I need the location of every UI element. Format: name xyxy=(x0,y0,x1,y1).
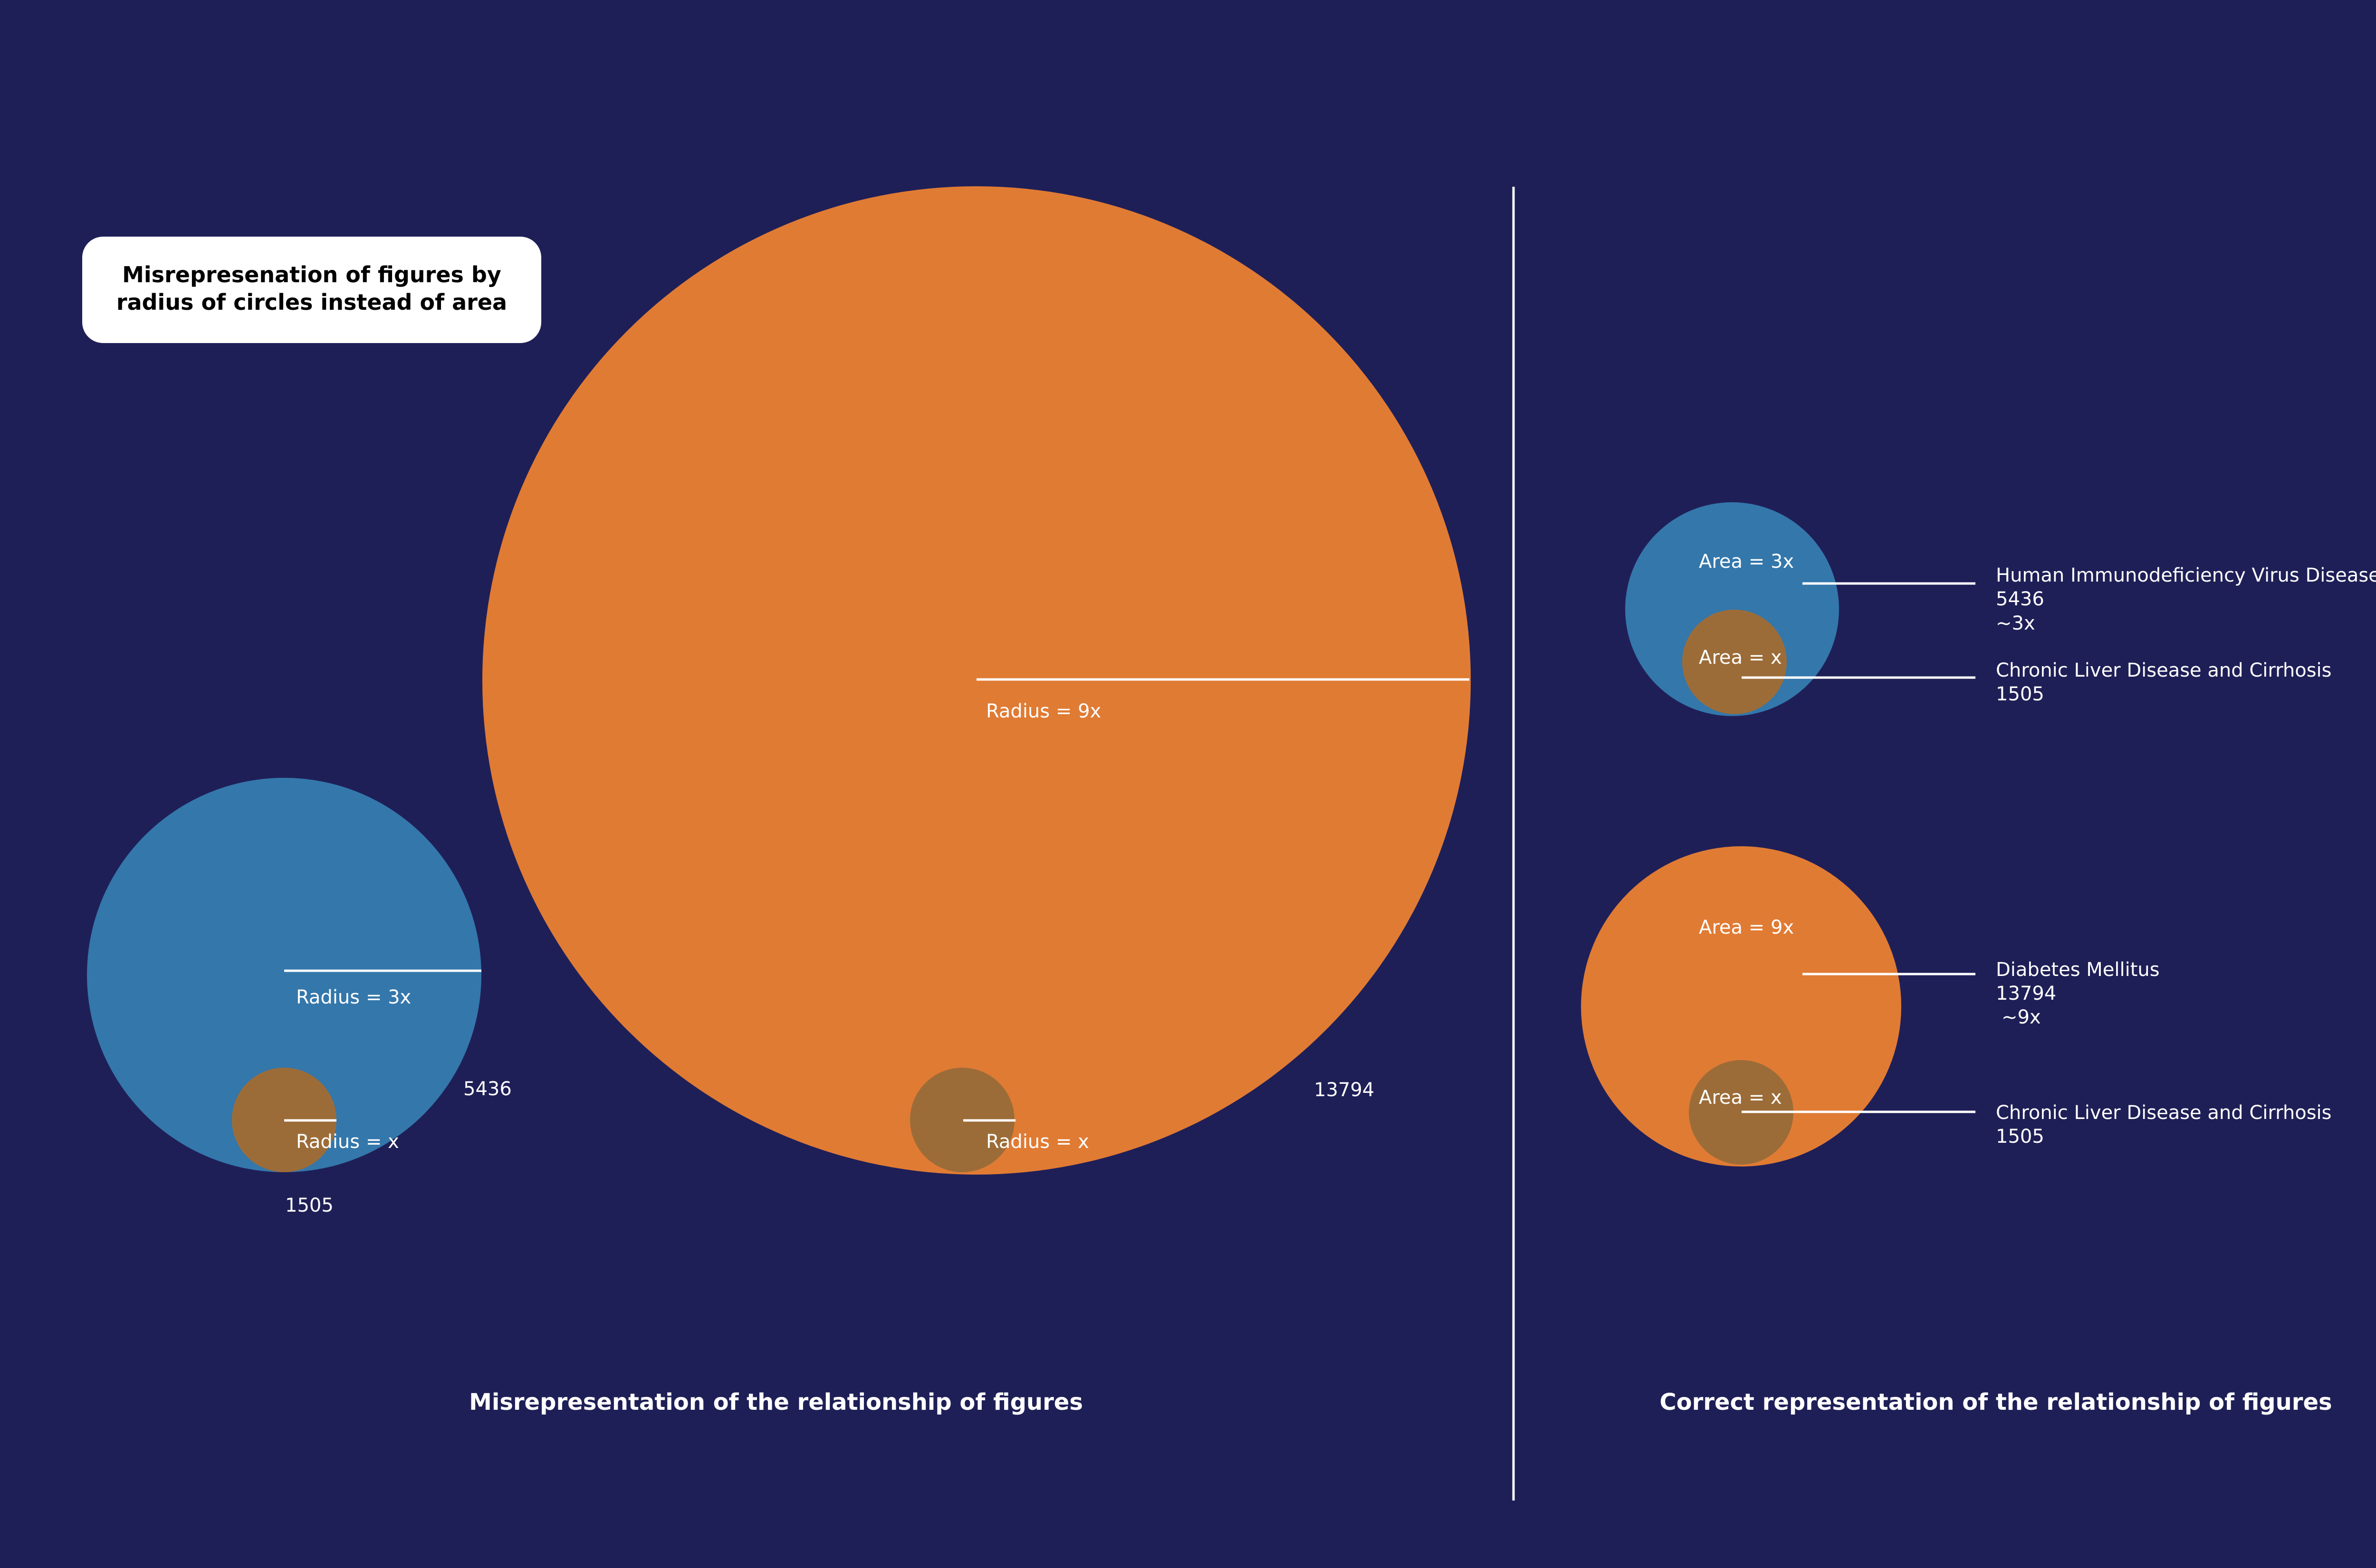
hiv-ratio-label: ~3x xyxy=(1996,612,2035,634)
title-line-2: radius of circles instead of area xyxy=(116,289,507,315)
hiv-area-label: Area = 3x xyxy=(1699,551,1794,573)
title-box: Misrepresenation of figures by radius of… xyxy=(82,237,541,343)
liver-circle-right-2 xyxy=(1689,1060,1793,1165)
title-box-background xyxy=(82,237,541,343)
liver-circle-left-2 xyxy=(910,1068,1015,1172)
small-radius-label-1: Radius = x xyxy=(296,1131,399,1153)
diabetes-value-right: 13794 xyxy=(1996,983,2056,1004)
hiv-name-label: Human Immunodeficiency Virus Disease xyxy=(1996,564,2376,586)
left-panel: Radius = 3x Radius = x 5436 1505 Radius … xyxy=(87,186,1471,1415)
cld-area-label-2: Area = x xyxy=(1699,1087,1782,1109)
title-line-1: Misrepresenation of figures by xyxy=(122,262,501,287)
cld-value-label: 1505 xyxy=(285,1195,334,1216)
right-panel-heading: Correct representation of the relationsh… xyxy=(1659,1389,2332,1415)
hiv-circle-radius xyxy=(87,778,481,1172)
diabetes-value-label: 13794 xyxy=(1314,1079,1374,1101)
cld-value-right-1: 1505 xyxy=(1996,683,2044,705)
diabetes-area-label: Area = 9x xyxy=(1699,917,1794,938)
small-radius-label-2: Radius = x xyxy=(986,1131,1089,1153)
hiv-radius-label: Radius = 3x xyxy=(296,986,411,1008)
diabetes-ratio-label: ~9x xyxy=(2002,1006,2041,1028)
cld-area-label-1: Area = x xyxy=(1699,647,1782,669)
cld-value-right-2: 1505 xyxy=(1996,1126,2044,1147)
left-panel-heading: Misrepresentation of the relationship of… xyxy=(469,1389,1083,1415)
right-panel: Area = 3x Area = x Human Immunodeficienc… xyxy=(1581,502,2376,1415)
liver-circle-right-1 xyxy=(1682,610,1787,714)
cld-name-label-2: Chronic Liver Disease and Cirrhosis xyxy=(1996,1102,2331,1124)
hiv-value-label: 5436 xyxy=(463,1078,512,1100)
hiv-value-right: 5436 xyxy=(1996,588,2044,610)
diabetes-radius-label: Radius = 9x xyxy=(986,700,1101,722)
diabetes-circle-area xyxy=(1581,846,1901,1166)
cld-name-label-1: Chronic Liver Disease and Cirrhosis xyxy=(1996,660,2331,681)
diabetes-name-label: Diabetes Mellitus xyxy=(1996,959,2160,981)
